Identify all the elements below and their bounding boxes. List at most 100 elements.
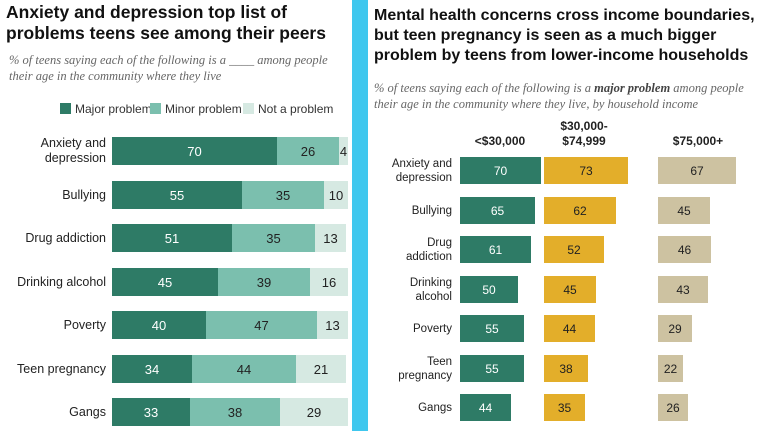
category-label-line: Bullying	[411, 204, 452, 217]
legend-label: Major problem	[75, 102, 152, 116]
bar-segment: 21	[296, 355, 346, 383]
legend-item-1: Minor problem	[150, 102, 242, 116]
bar: 55	[460, 355, 524, 382]
bar-segment: 51	[112, 224, 232, 252]
left-chart-legend: Major problem Minor problem Not a problem	[0, 99, 352, 119]
category-label-line: addiction	[405, 250, 452, 263]
bar-segment: 13	[315, 224, 346, 252]
bar-segment: 40	[112, 311, 206, 339]
category-label: Poverty	[63, 317, 106, 332]
bar: 52	[544, 236, 604, 263]
category-label-text: Bullying	[412, 204, 452, 218]
category-label: Drinking alcohol	[17, 274, 106, 289]
column-header-line: $74,999	[562, 134, 606, 148]
legend-swatch	[60, 103, 71, 114]
column-header-line: $30,000-	[560, 119, 608, 133]
category-label: Anxiety and depression	[368, 154, 452, 187]
bar: 38	[544, 355, 588, 382]
bar: 43	[658, 276, 708, 303]
category-label: Bullying	[62, 187, 106, 202]
bar-segment: 29	[280, 398, 348, 426]
bar-segment: 35	[242, 181, 324, 209]
column-header: <$30,000	[450, 134, 550, 149]
bar-segment: 55	[112, 181, 242, 209]
legend-item-2: Not a problem	[243, 102, 333, 116]
bar-segment: 70	[112, 137, 277, 165]
bar-segment: 45	[112, 268, 218, 296]
bar: 61	[460, 236, 531, 263]
bar: 44	[460, 394, 511, 421]
bar-segment: 44	[192, 355, 296, 383]
column-header-line: <$30,000	[474, 134, 526, 148]
category-label-text: Poverty	[413, 322, 452, 336]
bar: 44	[544, 315, 595, 342]
category-label-line: Poverty	[413, 322, 452, 335]
legend-swatch	[150, 103, 161, 114]
right-subtitle-post: among people their age in the community …	[374, 81, 744, 111]
bar-segment: 47	[206, 311, 317, 339]
bar: 50	[460, 276, 518, 303]
bar: 45	[658, 197, 710, 224]
left-chart-panel: Anxiety and depression top list of probl…	[0, 0, 352, 431]
category-label-line: pregnancy	[398, 369, 452, 382]
bar-segment: 26	[277, 137, 339, 165]
legend-label: Not a problem	[258, 102, 334, 116]
bar-segment: 38	[190, 398, 280, 426]
category-label-text: Anxiety and depression	[392, 157, 452, 185]
right-subtitle-pre: % of teens saying each of the following …	[374, 81, 595, 95]
bar-segment: 16	[310, 268, 348, 296]
column-header: $75,000+	[648, 134, 748, 149]
bar-segment: 35	[232, 224, 315, 252]
bar: 26	[658, 394, 688, 421]
bar: 29	[658, 315, 692, 342]
category-label-text: Gangs	[418, 401, 452, 415]
category-label: Bullying	[368, 194, 452, 227]
category-label: Teen pregnancy	[17, 361, 106, 376]
left-chart-title: Anxiety and depression top list of probl…	[6, 2, 326, 43]
right-chart-title: Mental health concerns cross income boun…	[374, 7, 755, 64]
bar: 65	[460, 197, 535, 224]
bar-segment: 10	[324, 181, 348, 209]
category-label: Drug addiction	[25, 230, 106, 245]
category-label-text: Teen pregnancy	[398, 355, 452, 383]
bar-segment: 13	[317, 311, 348, 339]
right-chart-panel: Mental health concerns cross income boun…	[368, 0, 768, 431]
bar-segment: 34	[112, 355, 192, 383]
category-label: Poverty	[368, 312, 452, 345]
legend-swatch	[243, 103, 254, 114]
bar-segment: 33	[112, 398, 190, 426]
category-label: Drug addiction	[368, 233, 452, 266]
category-label-text: Drinking alcohol	[410, 276, 452, 304]
category-label-line: Gangs	[418, 401, 452, 414]
right-chart-subtitle: % of teens saying each of the following …	[374, 80, 764, 112]
bar: 22	[658, 355, 683, 382]
category-label-line: Drug	[427, 236, 452, 249]
bar: 70	[460, 157, 541, 184]
bar: 62	[544, 197, 616, 224]
category-label-line: depression	[395, 171, 452, 184]
column-header-line: $75,000+	[672, 134, 724, 148]
bar: 46	[658, 236, 711, 263]
category-label: Teen pregnancy	[368, 352, 452, 385]
column-header: $30,000- $74,999	[534, 119, 634, 149]
category-label-line: Drinking	[409, 276, 452, 289]
category-label: Drinking alcohol	[368, 273, 452, 306]
bar: 45	[544, 276, 596, 303]
bar-segment: 4	[339, 137, 348, 165]
bar: 55	[460, 315, 524, 342]
category-label-text: Drug addiction	[406, 236, 452, 264]
left-chart-subtitle: % of teens saying each of the following …	[9, 53, 328, 83]
legend-label: Minor problem	[165, 102, 242, 116]
panel-divider	[352, 0, 368, 431]
category-label: Anxiety and depression	[40, 136, 106, 165]
bar: 73	[544, 157, 628, 184]
bar: 35	[544, 394, 585, 421]
category-label-line: Teen	[427, 355, 452, 368]
category-label: Gangs	[368, 391, 452, 424]
category-label: Gangs	[69, 404, 106, 419]
bar-segment: 39	[218, 268, 310, 296]
category-label-line: alcohol	[415, 290, 452, 303]
right-subtitle-emphasis: major problem	[594, 81, 671, 95]
category-label-line: Anxiety and	[391, 157, 452, 170]
bar: 67	[658, 157, 736, 184]
